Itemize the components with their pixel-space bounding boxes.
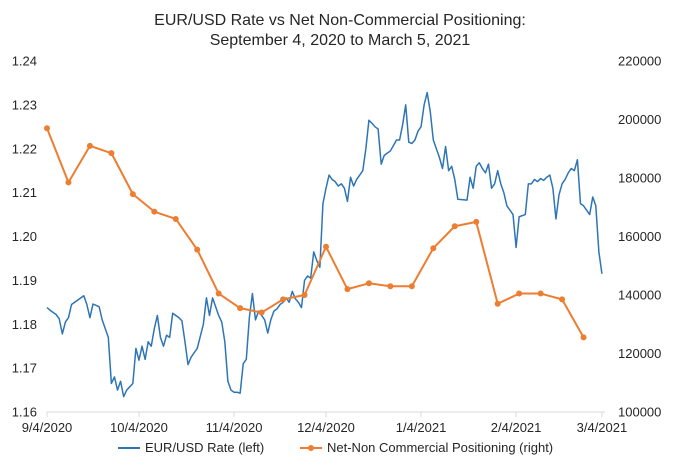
x-tick-label: 11/4/2020	[206, 420, 263, 435]
y-left-tick-label: 1.21	[12, 185, 37, 200]
legend: EUR/USD Rate (left) Net-Non Commercial Po…	[118, 440, 553, 455]
y-left-tick-label: 1.24	[12, 54, 37, 69]
x-tick-label: 9/4/2020	[22, 420, 73, 435]
legend-marker	[308, 445, 314, 451]
data-point	[65, 179, 72, 186]
data-point	[172, 215, 179, 222]
data-point	[559, 296, 566, 303]
eurusd-series	[46, 91, 603, 398]
data-point	[516, 290, 523, 297]
data-point	[494, 300, 501, 307]
data-point	[365, 280, 372, 287]
data-point	[86, 142, 93, 149]
x-tick-label: 10/4/2020	[110, 420, 168, 435]
data-point	[237, 305, 244, 312]
series-line	[46, 91, 603, 398]
legend-label: EUR/USD Rate (left)	[145, 440, 264, 455]
data-point	[323, 243, 329, 250]
data-point	[430, 245, 437, 252]
y-left-tick-label: 1.18	[12, 317, 37, 332]
y-right-tick-label: 160000	[618, 229, 661, 244]
y-left-tick-label: 1.19	[12, 273, 37, 288]
x-tick-label: 1/4/2021	[396, 420, 447, 435]
data-point	[580, 334, 587, 341]
y-right-tick-label: 220000	[618, 54, 661, 69]
chart-subtitle: September 4, 2020 to March 5, 2021	[210, 32, 471, 49]
x-tick-label: 12/4/2020	[297, 420, 355, 435]
legend-item: EUR/USD Rate (left)	[118, 440, 264, 455]
data-point	[129, 191, 136, 198]
axes: 9/4/2020 10/4/2020 11/4/2020 12/4/2020 1/4/2…	[12, 54, 662, 436]
data-point	[280, 296, 287, 303]
data-point	[408, 283, 415, 290]
y-left-tick-label: 1.16	[12, 405, 37, 420]
chart-title: EUR/USD Rate vs Net Non-Commercial Posit…	[154, 12, 526, 29]
data-point	[108, 150, 115, 157]
y-left-tick-label: 1.22	[12, 141, 37, 156]
y-left-tick-label: 1.20	[12, 229, 37, 244]
data-point	[537, 290, 544, 297]
series-layer	[44, 91, 603, 398]
y-left-tick-label: 1.23	[12, 97, 37, 112]
y-left-tick-label: 1.17	[12, 361, 37, 376]
data-point	[473, 218, 480, 225]
legend-item: Net-Non Commercial Positioning (right)	[300, 440, 553, 455]
y-right-tick-label: 140000	[618, 288, 661, 303]
data-point	[387, 283, 394, 290]
data-point	[194, 246, 201, 253]
y-right-tick-label: 200000	[618, 112, 661, 127]
data-point	[301, 292, 308, 298]
data-point	[151, 208, 158, 215]
data-point	[215, 290, 222, 297]
data-point	[258, 309, 265, 316]
data-point	[344, 286, 351, 293]
x-tick-label: 3/4/2021	[577, 420, 628, 435]
y-right-tick-label: 180000	[618, 171, 661, 186]
positioning-series	[44, 125, 587, 341]
x-tick-label: 2/4/2021	[491, 420, 542, 435]
legend-label: Net-Non Commercial Positioning (right)	[327, 440, 553, 455]
data-point	[451, 223, 458, 230]
series-line	[46, 127, 585, 338]
data-point	[44, 125, 50, 132]
y-right-tick-label: 120000	[618, 346, 661, 361]
y-right-tick-label: 100000	[618, 405, 661, 420]
